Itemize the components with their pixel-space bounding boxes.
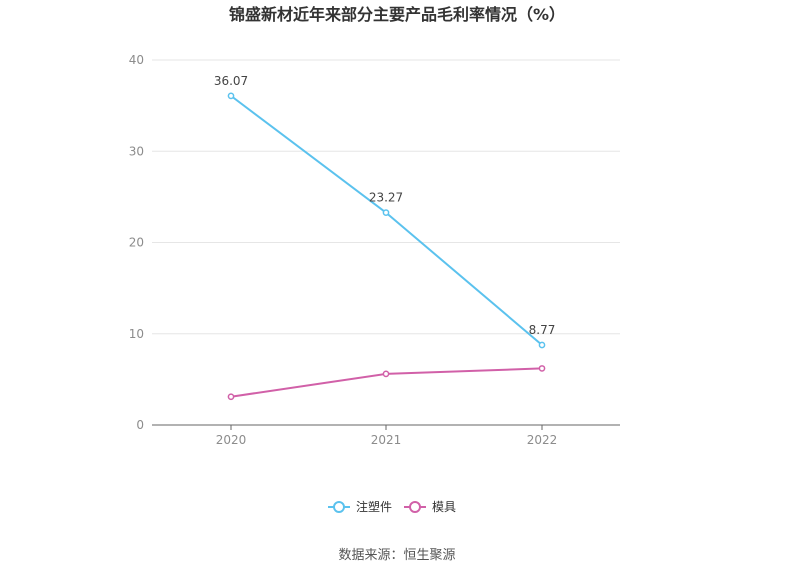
x-tick-label: 2021 <box>371 433 402 447</box>
legend-label: 注塑件 <box>356 499 392 514</box>
x-tick-label: 2022 <box>527 433 558 447</box>
data-point[interactable] <box>227 92 235 100</box>
chart-title: 锦盛新材近年来部分主要产品毛利率情况（%） <box>229 5 565 24</box>
legend-marker-icon <box>409 501 421 513</box>
y-tick-label: 40 <box>129 53 144 67</box>
data-point[interactable] <box>382 370 390 378</box>
legend-item[interactable]: 模具 <box>404 500 456 514</box>
series-line <box>230 95 543 346</box>
source-text: 数据来源：恒生聚源 <box>338 548 455 563</box>
x-tick-label: 2020 <box>216 433 247 447</box>
series-layer: 36.07 23.27 8.77 <box>214 74 556 401</box>
y-tick-label: 0 <box>136 418 144 432</box>
data-point[interactable] <box>538 365 546 372</box>
grid <box>152 59 620 335</box>
data-point[interactable] <box>382 209 390 217</box>
axes: 0 10 20 30 40 2020 2021 2022 <box>129 53 620 447</box>
legend-marker-icon <box>333 501 345 513</box>
y-tick-label: 20 <box>129 236 144 250</box>
data-label: 23.27 <box>369 191 403 205</box>
y-tick-label: 30 <box>129 144 144 158</box>
data-point[interactable] <box>538 341 546 349</box>
legend-label: 模具 <box>432 500 456 514</box>
data-label: 8.77 <box>529 323 556 337</box>
data-point[interactable] <box>227 393 235 401</box>
legend[interactable]: 注塑件 模具 <box>328 499 456 514</box>
legend-item[interactable]: 注塑件 <box>328 499 392 514</box>
data-label: 36.07 <box>214 74 248 88</box>
y-tick-label: 10 <box>129 327 144 341</box>
